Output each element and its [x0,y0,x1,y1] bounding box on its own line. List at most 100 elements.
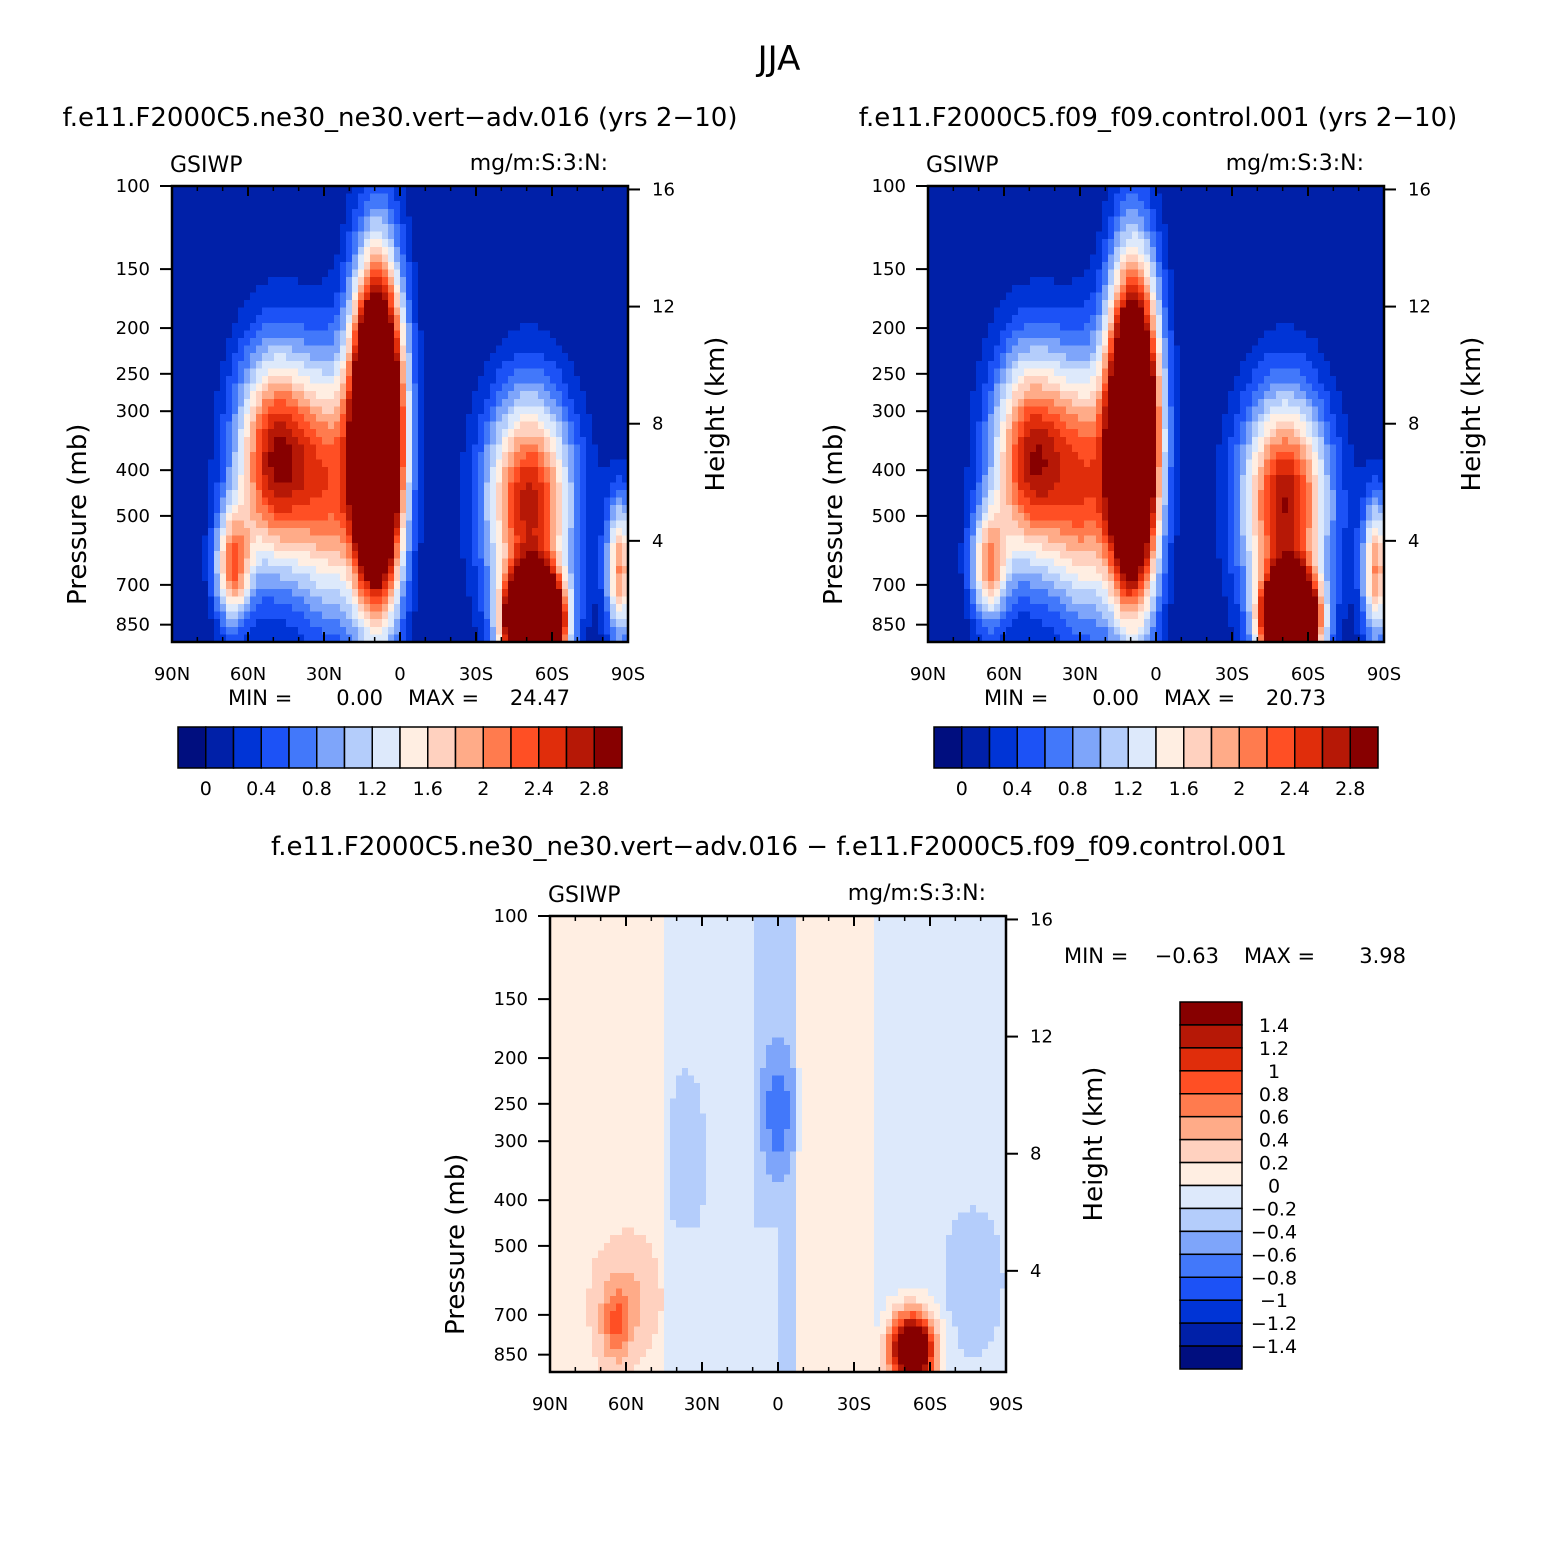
contour-cell [268,581,275,589]
contour-cell [394,315,401,323]
contour-cell [358,429,365,437]
contour-cell [454,498,461,506]
contour-cell [376,285,383,293]
contour-cell [520,513,527,521]
contour-cell [262,391,269,399]
contour-cell [334,475,341,483]
contour-cell [1300,194,1307,202]
contour-cell [358,361,365,369]
contour-cell [346,262,353,270]
contour-cell [178,323,185,331]
contour-cell [490,414,497,422]
contour-cell [610,619,617,627]
contour-cell [322,399,329,407]
contour-cell [304,292,311,300]
contour-cell [436,429,443,437]
contour-cell [574,292,581,300]
contour-cell [562,338,569,346]
contour-cell [448,612,455,620]
contour-cell [442,490,449,498]
contour-cell [592,247,599,255]
contour-cell [502,262,509,270]
contour-cell [418,239,425,247]
contour-cell [616,437,623,445]
contour-cell [178,581,185,589]
contour-cell [256,452,263,460]
contour-cell [184,452,191,460]
contour-cell [346,498,353,506]
contour-cell [526,536,533,544]
contour-cell [436,330,443,338]
contour-cell [280,528,287,536]
contour-cell [184,513,191,521]
contour-cell [202,399,209,407]
contour-cell [1036,194,1043,202]
contour-cell [196,194,203,202]
contour-cell [208,543,215,551]
contour-cell [256,361,263,369]
contour-cell [382,490,389,498]
contour-cell [478,376,485,384]
contour-cell [496,308,503,316]
contour-cell [994,201,1001,209]
contour-cell [256,536,263,544]
contour-cell [574,209,581,217]
contour-cell [250,391,257,399]
contour-cell [406,444,413,452]
contour-cell [430,239,437,247]
contour-cell [352,627,359,635]
contour-cell [370,384,377,392]
contour-cell [214,391,221,399]
contour-cell [556,551,563,559]
contour-cell [214,194,221,202]
contour-cell [460,414,467,422]
contour-cell [316,384,323,392]
contour-cell [352,216,359,224]
contour-cell [382,482,389,490]
contour-cell [244,361,251,369]
contour-cell [520,422,527,430]
contour-cell [460,300,467,308]
contour-cell [250,498,257,506]
contour-cell [274,406,281,414]
contour-cell [262,505,269,513]
contour-cell [274,444,281,452]
contour-cell [502,558,509,566]
contour-cell [604,254,611,262]
contour-cell [532,308,539,316]
contour-cell [1120,194,1127,202]
contour-cell [472,338,479,346]
contour-cell [244,596,251,604]
contour-cell [268,315,275,323]
contour-cell [580,505,587,513]
contour-cell [508,368,515,376]
contour-cell [952,209,959,217]
contour-cell [514,277,521,285]
contour-cell [970,194,977,202]
contour-cell [532,551,539,559]
contour-cell [376,216,383,224]
contour-cell [604,232,611,240]
contour-cell [244,490,251,498]
contour-cell [1324,194,1331,202]
contour-cell [490,262,497,270]
contour-cell [304,308,311,316]
contour-cell [508,627,515,635]
contour-cell [514,194,521,202]
contour-cell [490,216,497,224]
contour-cell [190,194,197,202]
contour-cell [328,604,335,612]
contour-cell [604,619,611,627]
contour-cell [322,596,329,604]
contour-cell [436,536,443,544]
contour-cell [388,551,395,559]
contour-cell [466,330,473,338]
contour-cell [316,254,323,262]
contour-cell [268,194,275,202]
contour-cell [256,543,263,551]
contour-cell [412,384,419,392]
contour-cell [196,589,203,597]
contour-cell [370,391,377,399]
contour-cell [598,505,605,513]
x-tick-label: 60N [230,664,266,685]
